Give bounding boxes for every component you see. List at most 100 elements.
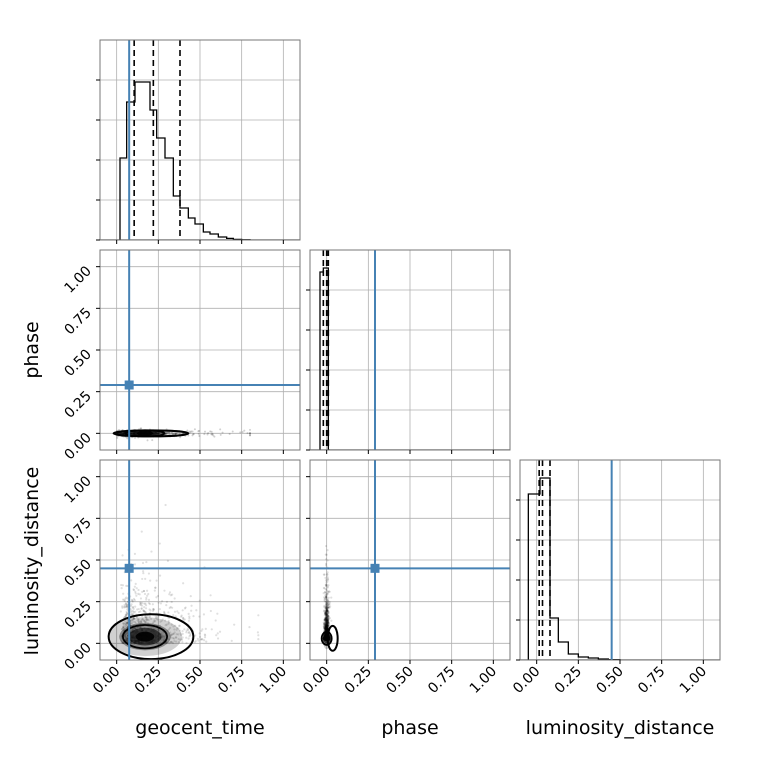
scatter-point xyxy=(326,608,329,611)
scatter-point xyxy=(325,625,328,628)
scatter-point xyxy=(325,588,328,592)
scatter-point xyxy=(323,616,327,620)
scatter-point xyxy=(323,573,326,576)
scatter-point xyxy=(325,628,329,631)
scatter-point xyxy=(167,638,171,641)
scatter-point xyxy=(324,612,327,615)
scatter-point xyxy=(326,621,329,625)
scatter-point xyxy=(124,625,127,628)
scatter-point xyxy=(205,640,208,643)
scatter-point xyxy=(126,637,129,640)
scatter-point xyxy=(124,613,127,616)
scatter-point xyxy=(323,619,327,622)
scatter-point xyxy=(324,628,328,631)
scatter-point xyxy=(323,626,327,629)
joint-geocent_time-luminosity_distance: 0.000.250.500.751.000.00 0.25 0.50 0.75 1.00 xyxy=(61,459,301,697)
scatter-point xyxy=(141,618,144,621)
scatter-point xyxy=(326,625,329,628)
scatter-point xyxy=(145,598,148,601)
scatter-point xyxy=(322,586,325,590)
scatter-point xyxy=(168,593,171,596)
scatter-point xyxy=(233,623,236,626)
scatter-point xyxy=(143,602,146,605)
scatter-point xyxy=(243,429,246,432)
scatter-point xyxy=(325,619,328,622)
scatter-point xyxy=(324,627,327,630)
scatter-point xyxy=(326,606,329,609)
scatter-point xyxy=(327,600,330,604)
scatter-point xyxy=(325,605,328,608)
scatter-point xyxy=(125,615,128,618)
scatter-point xyxy=(141,601,144,605)
scatter-point xyxy=(171,637,175,640)
scatter-point xyxy=(191,434,194,437)
scatter-point xyxy=(326,617,329,620)
scatter-point xyxy=(123,599,126,603)
scatter-point xyxy=(324,616,328,620)
scatter-point xyxy=(179,436,182,439)
scatter-point xyxy=(121,641,124,645)
scatter-point xyxy=(323,627,327,631)
scatter-point xyxy=(324,622,328,626)
scatter-point xyxy=(324,611,327,614)
scatter-point xyxy=(143,619,146,622)
scatter-point xyxy=(174,636,177,639)
scatter-point xyxy=(325,625,328,628)
scatter-point xyxy=(186,429,189,432)
scatter-point xyxy=(188,615,191,618)
scatter-point xyxy=(125,605,128,608)
scatter-point xyxy=(326,619,329,623)
scatter-point xyxy=(326,612,329,615)
scatter-point xyxy=(328,590,331,593)
scatter-point xyxy=(152,608,155,611)
scatter-point xyxy=(326,614,329,617)
scatter-point xyxy=(241,431,244,434)
scatter-point xyxy=(323,605,326,608)
scatter-point xyxy=(123,606,126,609)
scatter-point xyxy=(325,621,329,624)
scatter-point xyxy=(324,625,327,628)
scatter-point xyxy=(325,623,328,626)
scatter-point xyxy=(323,627,327,630)
scatter-point xyxy=(323,614,326,617)
scatter-point xyxy=(171,593,174,596)
scatter-point xyxy=(324,618,328,621)
scatter-point xyxy=(325,616,328,619)
scatter-point xyxy=(144,615,147,618)
scatter-point xyxy=(324,544,328,548)
scatter-point xyxy=(124,622,127,625)
scatter-point xyxy=(158,629,161,632)
scatter-point xyxy=(328,617,331,620)
scatter-point xyxy=(170,641,173,644)
scatter-point xyxy=(139,620,142,623)
scatter-point xyxy=(324,613,327,616)
scatter-point xyxy=(325,609,329,612)
scatter-point xyxy=(326,621,329,624)
marginal-geocent_time xyxy=(96,39,301,244)
scatter-point xyxy=(156,617,159,620)
scatter-point xyxy=(324,623,327,626)
scatter-point xyxy=(204,430,207,433)
scatter-point xyxy=(145,616,148,619)
scatter-point xyxy=(194,639,197,643)
scatter-point xyxy=(326,614,329,617)
scatter-point xyxy=(323,622,326,625)
scatter-point xyxy=(324,621,327,624)
scatter-point xyxy=(125,636,128,639)
scatter-point xyxy=(154,615,157,618)
scatter-point xyxy=(158,624,162,627)
scatter-point xyxy=(142,589,146,593)
scatter-point xyxy=(326,607,330,610)
scatter-point xyxy=(124,636,127,639)
scatter-point xyxy=(325,626,328,630)
scatter-point xyxy=(134,582,137,585)
scatter-point xyxy=(169,640,172,644)
scatter-point xyxy=(132,588,135,591)
scatter-point xyxy=(325,626,328,629)
scatter-point xyxy=(181,632,184,635)
scatter-point xyxy=(326,627,329,630)
scatter-point xyxy=(123,603,126,606)
scatter-point xyxy=(139,621,142,624)
scatter-point xyxy=(203,433,206,436)
scatter-point xyxy=(152,626,155,629)
